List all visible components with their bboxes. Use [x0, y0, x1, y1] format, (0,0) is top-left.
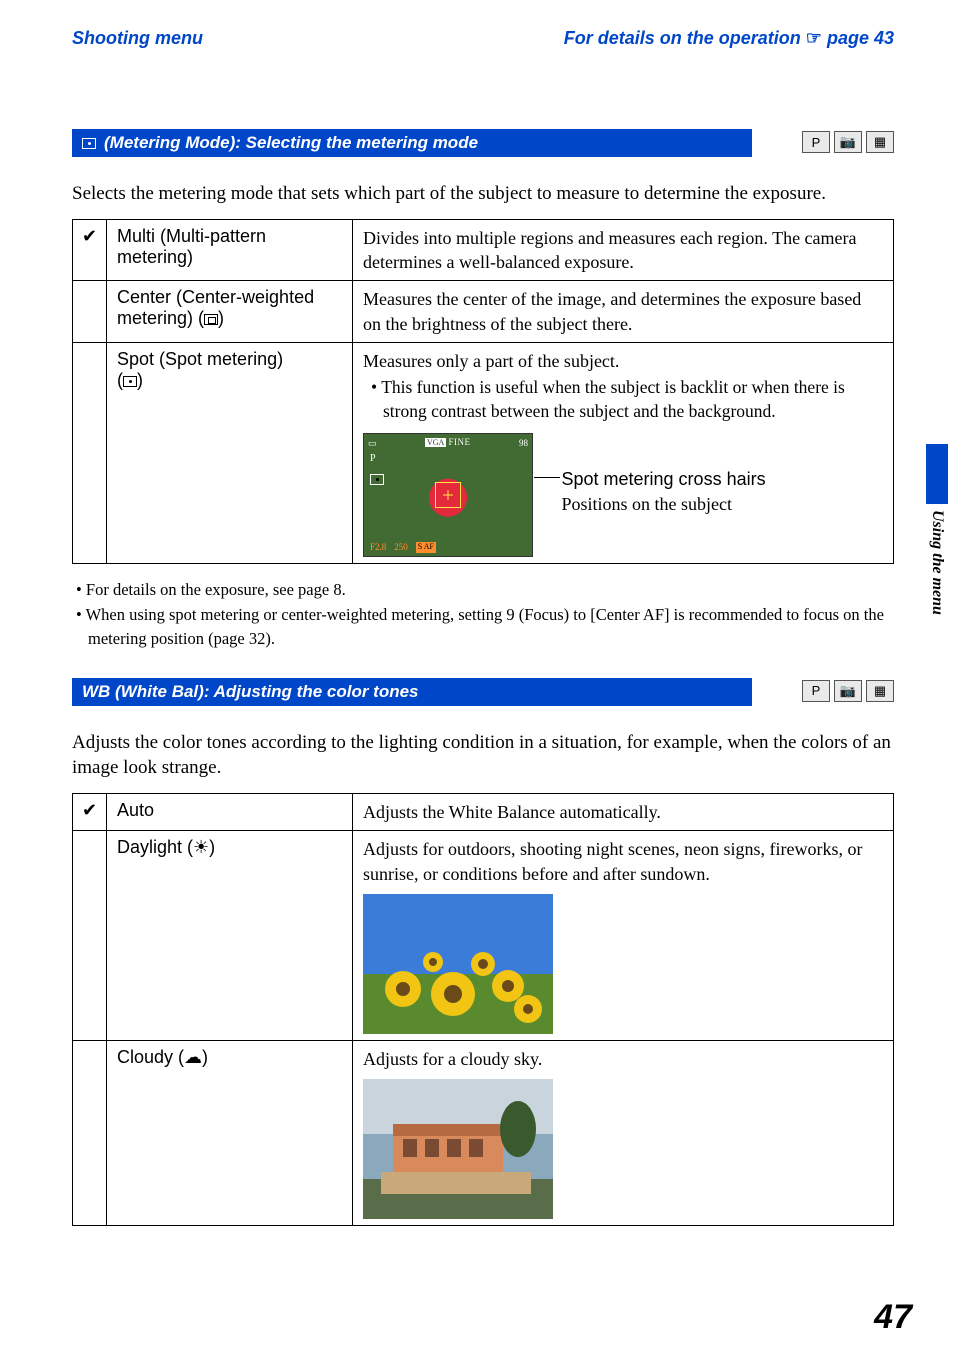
table-row: Center (Center-weighted metering) () Mea… — [73, 281, 894, 343]
lcd-p-label: P — [370, 452, 376, 466]
metering-table: ✔ Multi (Multi-pattern metering) Divides… — [72, 219, 894, 565]
metering-mode-icons: P 📷 ▦ — [802, 131, 894, 153]
hand-icon: ☞ — [806, 28, 822, 48]
wb-table: ✔ Auto Adjusts the White Balance automat… — [72, 793, 894, 1226]
program-mode-icon: P — [802, 131, 830, 153]
label-cell: Auto — [107, 793, 353, 830]
metering-intro: Selects the metering mode that sets whic… — [72, 181, 894, 207]
table-row: Cloudy (☁) Adjusts for a cloudy sky. — [73, 1040, 894, 1225]
desc-cell: Measures only a part of the subject. • T… — [353, 342, 894, 564]
spot-metering-icon — [82, 138, 96, 149]
note-line: • When using spot metering or center-wei… — [72, 603, 894, 649]
table-row: ✔ Auto Adjusts the White Balance automat… — [73, 793, 894, 830]
spot-desc-text: Measures only a part of the subject. — [363, 351, 619, 371]
center-label-close: ) — [218, 308, 224, 328]
spot-bullet-text: This function is useful when the subject… — [381, 377, 845, 421]
center-weighted-icon — [204, 314, 218, 325]
table-row: Spot (Spot metering) () Measures only a … — [73, 342, 894, 564]
table-row: ✔ Multi (Multi-pattern metering) Divides… — [73, 219, 894, 281]
check-cell — [73, 281, 107, 343]
label-cell: Spot (Spot metering) () — [107, 342, 353, 564]
header-right-prefix: For details on the operation — [564, 28, 806, 48]
lcd-saf-label: S AF — [416, 542, 436, 553]
metering-section-header: (Metering Mode): Selecting the metering … — [72, 129, 894, 167]
wb-intro: Adjusts the color tones according to the… — [72, 730, 894, 781]
daylight-sample-image — [363, 894, 553, 1034]
check-cell — [73, 1040, 107, 1225]
check-cell — [73, 831, 107, 1041]
film-mode-icon: ▦ — [866, 680, 894, 702]
callout-line1: Spot metering cross hairs — [562, 467, 766, 491]
side-tab-label: Using the menu — [928, 510, 946, 615]
page-number: 47 — [874, 1298, 912, 1337]
film-mode-icon: ▦ — [866, 131, 894, 153]
page-header: Shooting menu For details on the operati… — [72, 28, 894, 49]
program-mode-label: P — [812, 683, 821, 698]
wb-title-text: WB (White Bal): Adjusting the color tone… — [82, 682, 419, 702]
note-text: When using spot metering or center-weigh… — [86, 605, 884, 647]
wb-section-header: WB (White Bal): Adjusting the color tone… — [72, 678, 894, 716]
daylight-desc: Adjusts for outdoors, shooting night sce… — [363, 839, 862, 883]
program-mode-label: P — [812, 135, 821, 150]
lcd-shutter-label: 250 — [394, 541, 408, 553]
camera-mode-icon: 📷 — [834, 131, 862, 153]
header-left: Shooting menu — [72, 28, 203, 49]
lcd-count: 98 — [519, 437, 528, 449]
label-cell: Center (Center-weighted metering) () — [107, 281, 353, 343]
spot-meter-icon — [123, 376, 137, 387]
metering-title-text: (Metering Mode): Selecting the metering … — [104, 133, 478, 153]
program-mode-icon: P — [802, 680, 830, 702]
note-text: For details on the exposure, see page 8. — [86, 580, 346, 599]
cloudy-sample-image — [363, 1079, 553, 1219]
wb-mode-icons: P 📷 ▦ — [802, 680, 894, 702]
lcd-callout: Spot metering cross hairs Positions on t… — [562, 467, 766, 516]
label-cell: Cloudy (☁) — [107, 1040, 353, 1225]
lcd-f-label: F2.8 — [370, 541, 386, 553]
spot-paren-close: ) — [137, 370, 143, 390]
metering-title-bar: (Metering Mode): Selecting the metering … — [72, 129, 752, 157]
lcd-bottom-row: F2.8 250 S AF — [370, 541, 526, 553]
film-mode-label: ▦ — [874, 134, 886, 150]
lcd-preview: ▭ VGA FINE 98 P F2.8 25 — [363, 433, 533, 557]
check-cell: ✔ — [73, 219, 107, 281]
desc-cell: Adjusts the White Balance automatically. — [353, 793, 894, 830]
cloudy-desc: Adjusts for a cloudy sky. — [363, 1049, 542, 1069]
lcd-cross-v — [448, 490, 449, 500]
label-cell: Daylight (☀) — [107, 831, 353, 1041]
desc-cell: Adjusts for a cloudy sky. — [353, 1040, 894, 1225]
desc-cell: Divides into multiple regions and measur… — [353, 219, 894, 281]
desc-cell: Adjusts for outdoors, shooting night sce… — [353, 831, 894, 1041]
lcd-fine-label: FINE — [449, 437, 471, 447]
camera-mode-icon: 📷 — [834, 680, 862, 702]
wb-title-bar: WB (White Bal): Adjusting the color tone… — [72, 678, 752, 706]
desc-cell: Measures the center of the image, and de… — [353, 281, 894, 343]
camera-mode-label: 📷 — [840, 134, 856, 150]
callout-leader-line — [534, 477, 560, 478]
lcd-top-row: ▭ VGA FINE 98 — [368, 436, 528, 449]
note-line: • For details on the exposure, see page … — [72, 578, 894, 601]
lcd-rec-icon: ▭ — [368, 437, 377, 449]
lcd-vga-label: VGA — [425, 438, 446, 447]
camera-mode-label: 📷 — [840, 683, 856, 699]
film-mode-label: ▦ — [874, 683, 886, 699]
spot-label-text: Spot (Spot metering) — [117, 349, 283, 369]
metering-notes: • For details on the exposure, see page … — [72, 578, 894, 649]
header-right: For details on the operation ☞ page 43 — [564, 28, 894, 49]
lcd-spot-indicator — [370, 466, 384, 490]
table-row: Daylight (☀) Adjusts for outdoors, shoot… — [73, 831, 894, 1041]
spot-bullet: • This function is useful when the subje… — [363, 376, 883, 423]
header-right-page: page 43 — [827, 28, 894, 48]
check-cell: ✔ — [73, 793, 107, 830]
check-cell — [73, 342, 107, 564]
label-cell: Multi (Multi-pattern metering) — [107, 219, 353, 281]
callout-line2: Positions on the subject — [562, 492, 766, 516]
side-tab — [926, 444, 948, 504]
